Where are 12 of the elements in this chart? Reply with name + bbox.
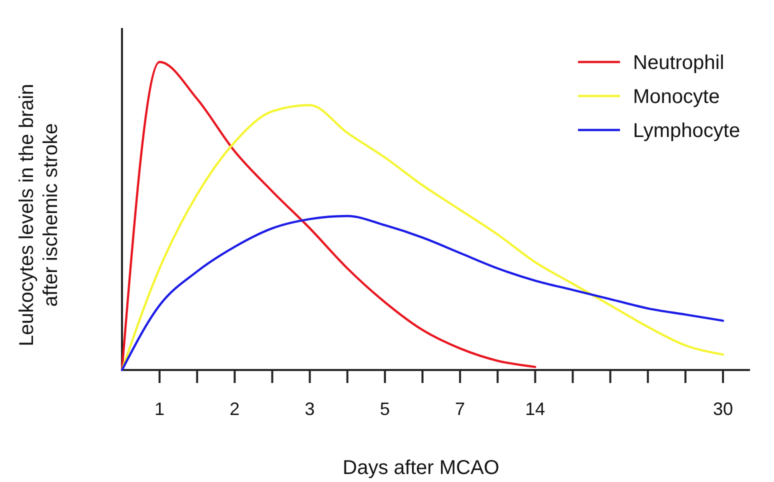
legend-label: Neutrophil bbox=[633, 52, 724, 74]
x-tick-label: 5 bbox=[380, 399, 390, 419]
x-tick-label: 1 bbox=[154, 399, 165, 419]
x-tick-label: 3 bbox=[304, 399, 315, 419]
legend-label: Monocyte bbox=[633, 86, 720, 108]
x-tick-label: 14 bbox=[525, 399, 546, 419]
y-axis-title: Leukocytes levels in the brain after ischemic stroke bbox=[16, 84, 62, 346]
x-axis-title: Days after MCAO bbox=[342, 457, 500, 479]
x-tick-label: 2 bbox=[230, 399, 240, 419]
legend-label: Lymphocyte bbox=[633, 120, 740, 142]
x-tick-label: 7 bbox=[455, 399, 466, 419]
x-tick-label: 30 bbox=[712, 399, 734, 419]
